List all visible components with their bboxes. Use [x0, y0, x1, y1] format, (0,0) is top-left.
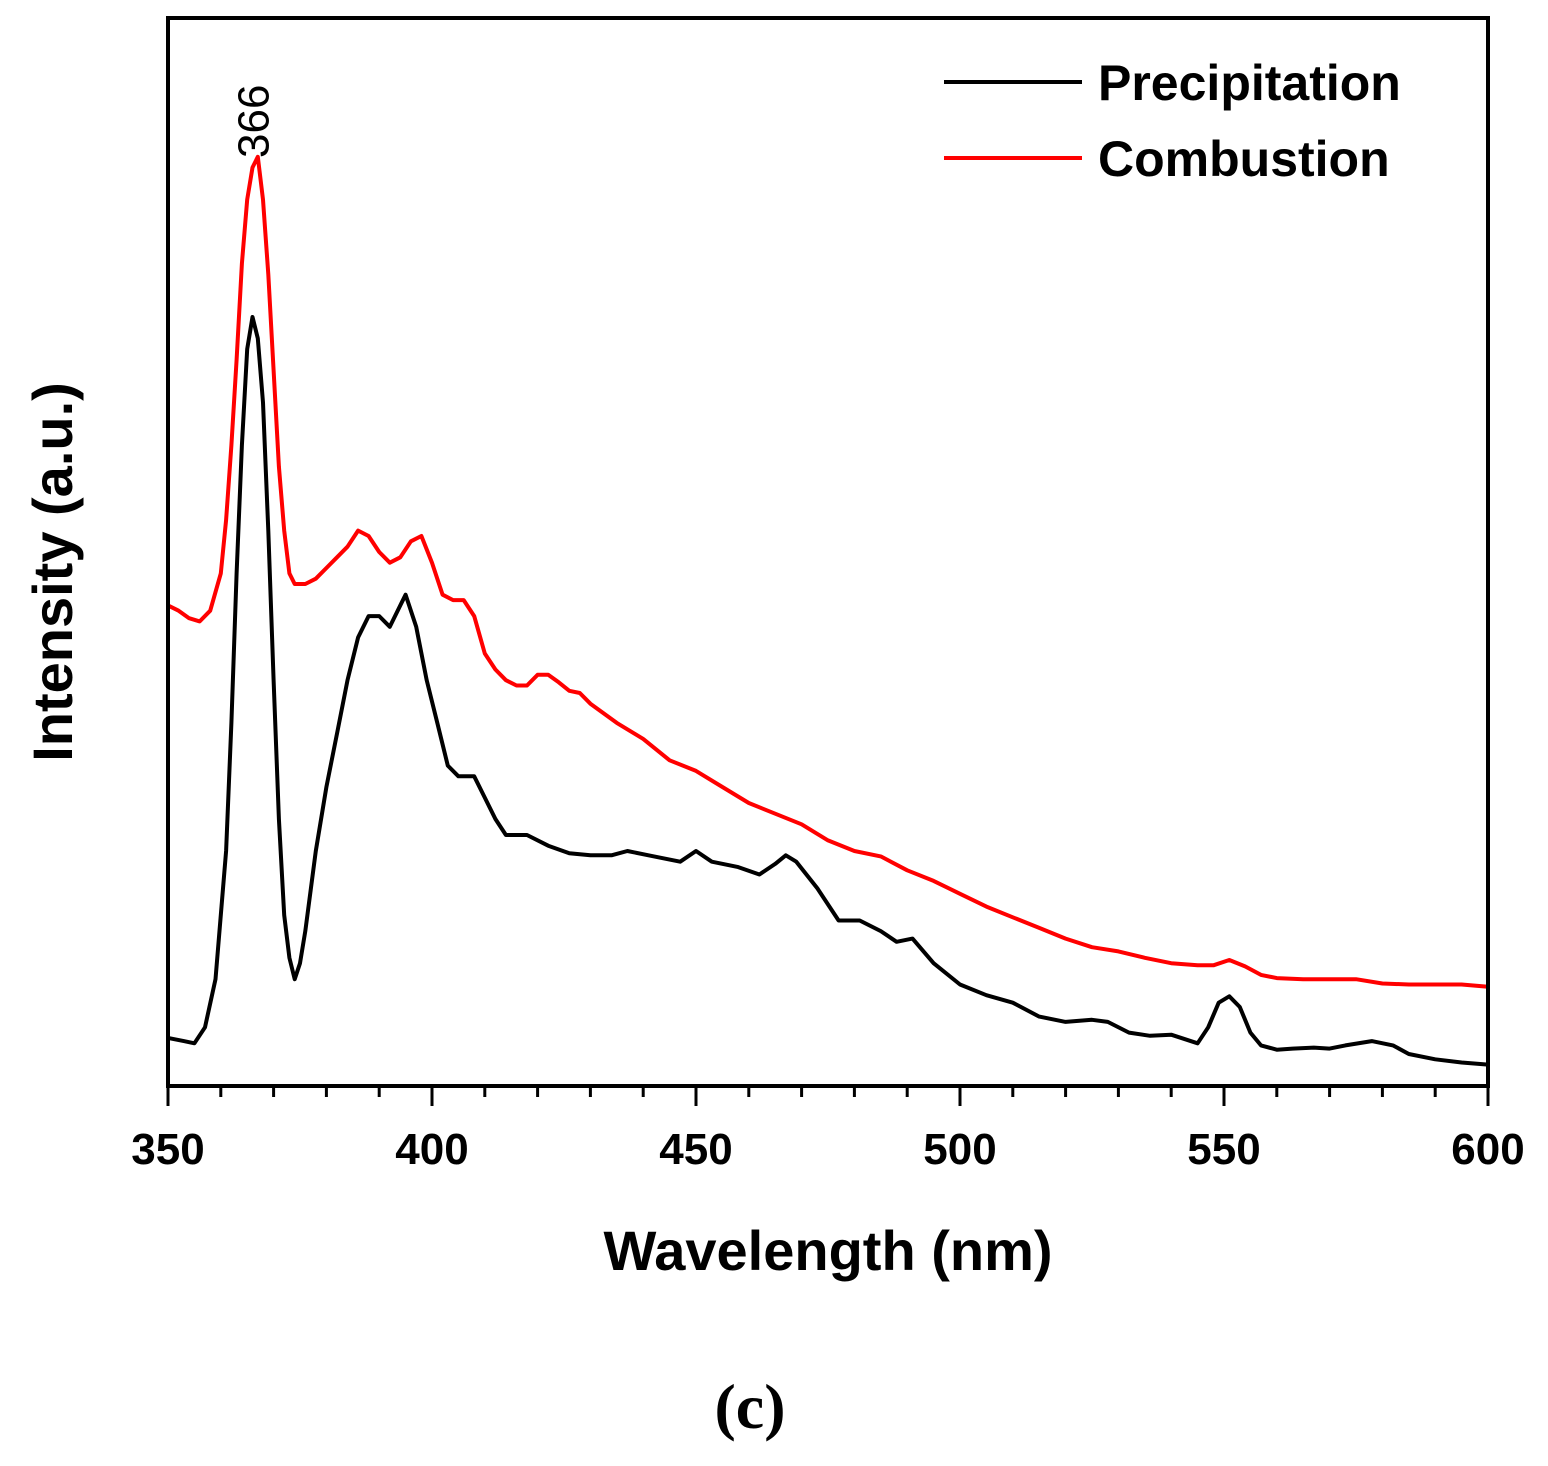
peak-annotation: 366: [229, 85, 278, 158]
x-tick-label: 350: [131, 1125, 204, 1174]
legend: Precipitation Combustion: [944, 55, 1401, 187]
x-tick-label: 500: [923, 1125, 996, 1174]
x-tick-label: 550: [1187, 1125, 1260, 1174]
series-layer: [167, 154, 1489, 1067]
series-line-combustion: [167, 154, 1489, 989]
x-tick-label: 600: [1451, 1125, 1524, 1174]
y-axis-title: Intensity (a.u.): [21, 382, 84, 762]
panel-label: (c): [714, 1371, 785, 1442]
x-tick-label: 450: [659, 1125, 732, 1174]
legend-label-combustion: Combustion: [1098, 131, 1390, 187]
legend-label-precipitation: Precipitation: [1098, 55, 1401, 111]
x-tick-label: 400: [395, 1125, 468, 1174]
x-ticks: 350 400 450 500 550 600: [131, 1086, 1525, 1174]
x-axis-title: Wavelength (nm): [603, 1219, 1052, 1282]
plot-frame: [166, 16, 1490, 1088]
series-line-precipitation: [167, 315, 1489, 1067]
